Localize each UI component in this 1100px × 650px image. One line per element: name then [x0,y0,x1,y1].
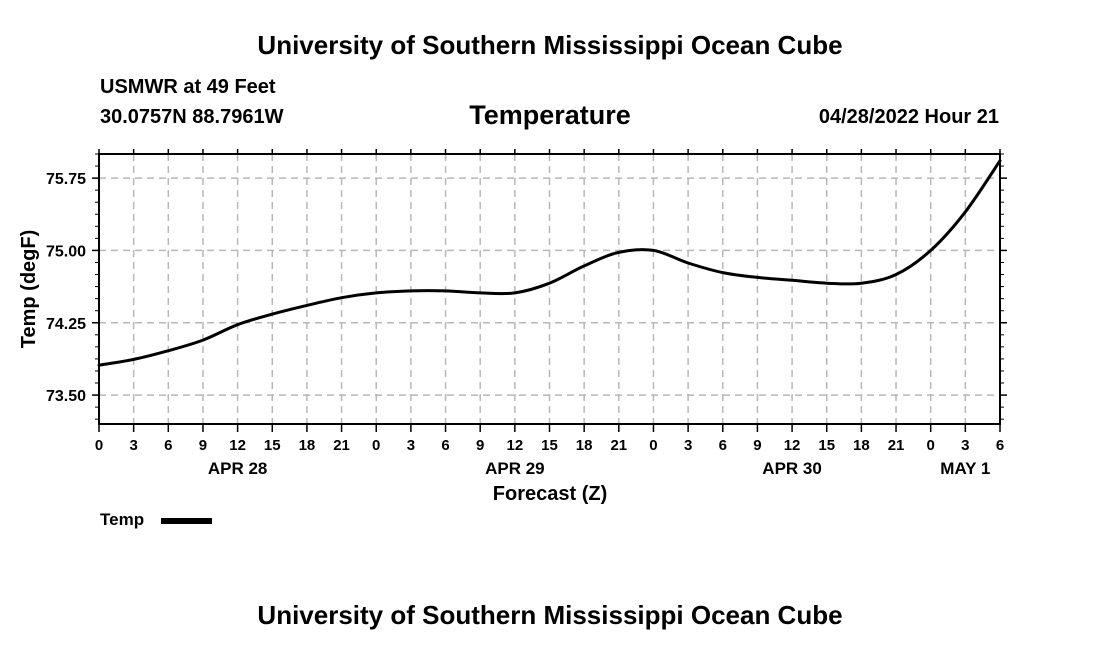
x-tick-label: 18 [299,437,316,454]
x-tick-label: 0 [927,437,935,454]
panel-title: Temperature [469,100,631,130]
y-tick-label: 75.00 [46,243,86,260]
x-tick-label: 6 [719,437,727,454]
station-label: USMWR at 49 Feet [100,76,276,98]
plot-frame [98,153,1001,425]
x-tick-label: 9 [476,437,484,454]
x-tick-label: 0 [95,437,103,454]
date-label: APR 29 [485,459,545,478]
chart-footer-title: University of Southern Mississippi Ocean… [257,600,843,630]
series-line-temp [97,159,1002,367]
x-tick-label: 3 [129,437,137,454]
x-tick-label: 12 [507,437,524,454]
date-label: APR 30 [762,459,822,478]
x-tick-label: 12 [229,437,246,454]
x-tick-label: 6 [441,437,449,454]
x-tick-label: 3 [961,437,969,454]
x-tick-label: 21 [333,437,350,454]
x-tick-label: 15 [818,437,835,454]
y-tick-label: 75.75 [46,171,86,188]
coordinates-label: 30.0757N 88.7961W [100,106,284,128]
x-tick-label: 21 [888,437,905,454]
y-axis-title: Temp (degF) [18,230,40,349]
x-tick-label: 15 [541,437,558,454]
timestamp-label: 04/28/2022 Hour 21 [818,106,999,128]
x-tick-label: 18 [576,437,593,454]
legend-label: Temp [100,510,145,529]
label-layer: 0 3 6 9 12 15 18 21 0 3 6 9 12 15 18 21 0 3 6 9 12 15 18 21 0 3 6 7… [46,171,1004,478]
y-tick-label: 74.25 [46,316,86,333]
x-tick-label: 0 [372,437,380,454]
x-tick-label: 6 [164,437,172,454]
x-tick-label: 9 [753,437,761,454]
x-tick-label: 15 [264,437,281,454]
date-label: APR 28 [208,459,268,478]
x-tick-label: 18 [853,437,870,454]
y-tick-label: 73.50 [46,388,86,405]
x-tick-label: 3 [684,437,692,454]
x-tick-label: 0 [649,437,657,454]
x-tick-label: 12 [784,437,801,454]
x-tick-label: 3 [407,437,415,454]
x-axis-title: Forecast (Z) [493,483,607,505]
date-label: MAY 1 [940,459,990,478]
legend-swatch-temp [161,518,212,524]
x-tick-label: 9 [199,437,207,454]
x-tick-label: 6 [996,437,1004,454]
grid-layer [99,154,1000,424]
chart-header-title: University of Southern Mississippi Ocean… [257,30,843,60]
x-tick-label: 21 [610,437,627,454]
